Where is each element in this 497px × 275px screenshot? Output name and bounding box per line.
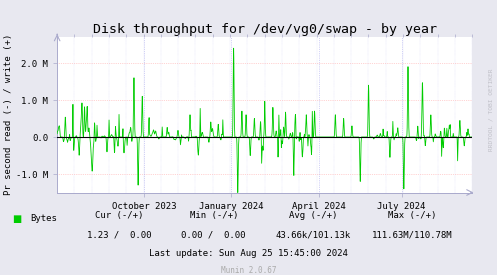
Title: Disk throughput for /dev/vg0/swap - by year: Disk throughput for /dev/vg0/swap - by y… xyxy=(92,23,437,36)
Y-axis label: Pr second read (-) / write (+): Pr second read (-) / write (+) xyxy=(4,34,13,196)
Text: 0.00 /  0.00: 0.00 / 0.00 xyxy=(181,231,246,240)
Text: Cur (-/+): Cur (-/+) xyxy=(95,211,144,220)
Text: 43.66k/101.13k: 43.66k/101.13k xyxy=(275,231,351,240)
Text: ■: ■ xyxy=(12,214,22,224)
Text: 1.23 /  0.00: 1.23 / 0.00 xyxy=(87,231,152,240)
Text: Max (-/+): Max (-/+) xyxy=(388,211,437,220)
Text: 111.63M/110.78M: 111.63M/110.78M xyxy=(372,231,453,240)
Text: Last update: Sun Aug 25 15:45:00 2024: Last update: Sun Aug 25 15:45:00 2024 xyxy=(149,249,348,257)
Text: Munin 2.0.67: Munin 2.0.67 xyxy=(221,266,276,274)
Text: Min (-/+): Min (-/+) xyxy=(189,211,238,220)
Text: Avg (-/+): Avg (-/+) xyxy=(289,211,337,220)
Text: Bytes: Bytes xyxy=(30,214,57,223)
Text: RRDTOOL / TOBI OETIKER: RRDTOOL / TOBI OETIKER xyxy=(489,69,494,151)
